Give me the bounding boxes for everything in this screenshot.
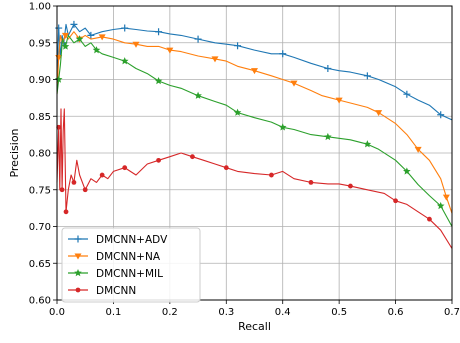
data-point xyxy=(99,172,105,178)
data-point xyxy=(436,201,445,210)
x-tick-label: 0.5 xyxy=(331,307,347,318)
data-point xyxy=(120,57,129,65)
y-tick-label: 0.75 xyxy=(29,185,51,196)
data-point xyxy=(234,42,242,50)
legend-marker xyxy=(74,269,82,277)
data-point xyxy=(348,183,353,189)
data-point xyxy=(61,32,69,39)
data-point xyxy=(166,47,174,54)
y-tick-label: 0.85 xyxy=(29,112,51,123)
x-tick-label: 0.1 xyxy=(105,307,121,318)
data-point xyxy=(70,20,78,28)
data-point xyxy=(156,157,161,163)
data-point xyxy=(363,140,372,148)
data-point xyxy=(87,31,95,39)
x-tick-label: 0.4 xyxy=(275,307,291,318)
data-point xyxy=(75,35,84,43)
y-tick-label: 0.65 xyxy=(29,259,51,270)
legend-item: DMCNN+ADV xyxy=(68,234,168,246)
data-point xyxy=(290,80,298,87)
data-point xyxy=(393,198,398,204)
y-tick-label: 1.00 xyxy=(29,2,51,13)
data-point xyxy=(403,167,411,175)
legend: DMCNN+ADV DMCNN+NA DMCNN+MIL DMCNN xyxy=(61,227,201,303)
legend-marker xyxy=(74,235,82,243)
legend-label: DMCNN+ADV xyxy=(96,234,168,246)
series-dmcnn xyxy=(56,108,453,249)
data-point xyxy=(154,76,163,85)
legend-item: DMCNN+MIL xyxy=(68,268,163,280)
data-point xyxy=(279,50,287,58)
data-point xyxy=(132,41,140,48)
data-point xyxy=(92,46,101,54)
series-line xyxy=(56,31,453,214)
data-point xyxy=(403,90,411,98)
x-axis-label: Recall xyxy=(238,320,271,333)
data-point xyxy=(194,35,202,43)
y-tick-label: 0.60 xyxy=(29,296,51,307)
legend-label: DMCNN xyxy=(96,285,136,297)
data-point xyxy=(194,91,202,99)
legend-label: DMCNN+NA xyxy=(96,251,161,263)
data-point xyxy=(442,194,450,201)
data-point xyxy=(63,209,69,215)
data-point xyxy=(269,172,274,178)
data-point xyxy=(82,187,88,193)
legend-marker xyxy=(75,287,81,293)
axis-ticks: 0.0 0.1 0.2 0.3 0.4 0.5 0.6 0.7 0.60 0.65 0.70 0.75… xyxy=(29,2,460,319)
data-point xyxy=(335,97,343,104)
data-point xyxy=(61,42,70,50)
legend-box xyxy=(61,227,201,303)
series-dmcnn-na xyxy=(55,31,453,214)
series-dmcnn-mil xyxy=(54,34,453,227)
data-point xyxy=(324,64,332,72)
x-tick-label: 0.3 xyxy=(218,307,234,318)
data-point xyxy=(437,111,445,119)
data-point xyxy=(121,24,129,32)
x-tick-label: 0.0 xyxy=(49,307,65,318)
x-tick-label: 0.7 xyxy=(444,307,460,318)
legend-item: DMCNN xyxy=(68,285,136,297)
legend-item: DMCNN+NA xyxy=(68,251,161,263)
data-point xyxy=(324,132,332,141)
data-point xyxy=(363,72,371,80)
series-line xyxy=(56,34,453,227)
data-point xyxy=(98,34,106,41)
x-tick-label: 0.6 xyxy=(388,307,404,318)
data-point xyxy=(375,110,383,117)
data-point xyxy=(211,56,219,63)
data-point xyxy=(427,216,432,222)
data-point xyxy=(308,180,314,185)
data-point xyxy=(223,165,229,171)
data-point xyxy=(278,123,287,131)
y-tick-label: 0.95 xyxy=(29,38,51,49)
series-line xyxy=(56,108,453,249)
y-tick-label: 0.70 xyxy=(29,222,51,233)
data-point xyxy=(122,165,128,171)
y-tick-label: 0.90 xyxy=(29,75,51,86)
legend-label: DMCNN+MIL xyxy=(96,268,163,280)
data-point xyxy=(414,146,422,153)
x-tick-label: 0.2 xyxy=(162,307,178,318)
data-point xyxy=(190,154,195,160)
legend-marker xyxy=(74,253,82,260)
series-lines xyxy=(54,20,453,249)
data-point xyxy=(71,180,77,185)
data-point xyxy=(59,187,65,193)
data-point xyxy=(155,28,163,36)
data-point xyxy=(251,68,258,75)
series-dmcnn-adv xyxy=(55,20,453,121)
y-tick-label: 0.80 xyxy=(29,149,51,160)
data-point xyxy=(233,108,242,116)
y-axis-label: Precision xyxy=(8,128,21,177)
data-point xyxy=(55,24,63,32)
